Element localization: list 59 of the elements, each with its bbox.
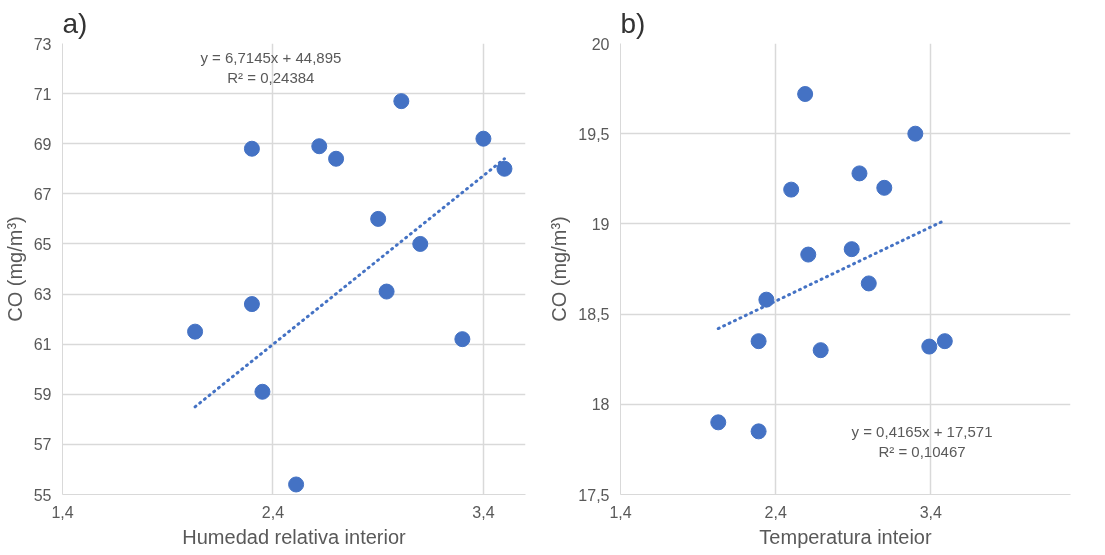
point bbox=[860, 275, 877, 292]
point bbox=[843, 241, 860, 258]
x-tick-label: 1,4 bbox=[51, 503, 74, 521]
y-tick-label: 20 bbox=[591, 35, 610, 53]
point bbox=[876, 179, 893, 196]
point bbox=[758, 291, 775, 308]
point bbox=[750, 333, 767, 350]
point bbox=[851, 165, 868, 182]
y-tick-label: 65 bbox=[33, 235, 52, 253]
y-tick-label: 61 bbox=[33, 336, 52, 354]
point bbox=[370, 210, 387, 227]
point bbox=[393, 93, 410, 110]
point bbox=[328, 150, 345, 167]
y-axis-title: CO (mg/m³) bbox=[548, 216, 571, 322]
point bbox=[378, 283, 395, 300]
point bbox=[412, 235, 429, 252]
point bbox=[496, 160, 513, 177]
y-tick-label: 17,5 bbox=[578, 486, 610, 504]
annotation: y = 6,7145x + 44,895 R² = 0,24384 bbox=[200, 48, 342, 86]
point bbox=[710, 414, 727, 431]
point bbox=[187, 323, 204, 340]
chart-title: a) bbox=[62, 7, 88, 39]
point bbox=[800, 246, 817, 263]
y-tick-label: 71 bbox=[33, 85, 52, 103]
point bbox=[907, 125, 924, 142]
point bbox=[254, 383, 271, 400]
point bbox=[783, 181, 800, 198]
point bbox=[311, 138, 328, 155]
point bbox=[921, 338, 938, 355]
x-tick-label: 2,4 bbox=[764, 503, 787, 521]
point bbox=[288, 476, 305, 493]
point bbox=[797, 86, 814, 102]
y-tick-label: 63 bbox=[33, 286, 52, 304]
point bbox=[475, 130, 492, 147]
y-tick-label: 18,5 bbox=[578, 306, 610, 324]
annotation: y = 0,4165x + 17,571 R² = 0,10467 bbox=[851, 422, 993, 460]
y-axis-title: CO (mg/m³) bbox=[3, 216, 26, 322]
point bbox=[243, 140, 260, 157]
point bbox=[243, 296, 260, 313]
y-tick-label: 59 bbox=[33, 386, 52, 404]
chart-title: b) bbox=[620, 7, 646, 39]
y-tick-label: 18 bbox=[591, 396, 610, 414]
y-tick-label: 69 bbox=[33, 135, 52, 153]
point bbox=[936, 333, 953, 350]
y-tick-label: 19,5 bbox=[578, 125, 610, 143]
x-tick-label: 2,4 bbox=[261, 503, 285, 521]
point bbox=[454, 331, 471, 348]
y-tick-label: 19 bbox=[591, 215, 610, 233]
y-tick-label: 57 bbox=[33, 436, 52, 454]
x-axis-title: Temperatura inteior bbox=[759, 525, 932, 548]
y-tick-label: 73 bbox=[33, 35, 52, 53]
y-tick-label: 67 bbox=[33, 185, 52, 203]
x-axis-title: Humedad relativa interior bbox=[182, 525, 407, 548]
x-tick-label: 3,4 bbox=[919, 503, 943, 521]
x-tick-label: 1,4 bbox=[609, 503, 632, 521]
y-tick-label: 55 bbox=[33, 486, 52, 504]
x-tick-label: 3,4 bbox=[472, 503, 495, 521]
point bbox=[750, 423, 767, 440]
point bbox=[812, 342, 829, 359]
